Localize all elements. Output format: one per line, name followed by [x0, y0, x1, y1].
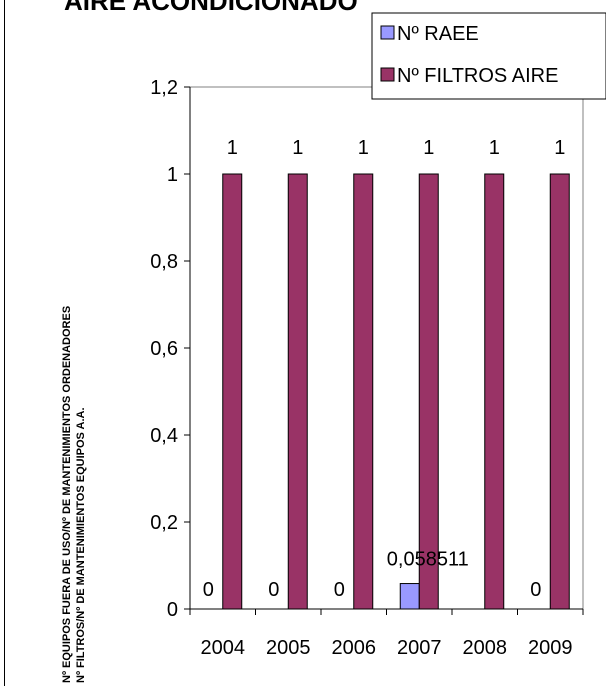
y-tick-label: 0,8: [150, 251, 178, 273]
legend-swatch-filtros: [380, 67, 395, 82]
bar: [399, 583, 420, 610]
frame-border: [4, 0, 5, 686]
y-tick-label: 1: [167, 164, 178, 186]
data-label: 1: [554, 137, 565, 159]
data-label: 1: [292, 137, 303, 159]
legend-label-filtros: Nº FILTROS AIRE: [397, 65, 558, 87]
y-tick-label: 0,6: [150, 338, 178, 360]
legend: Nº RAEE Nº FILTROS AIRE: [371, 12, 606, 100]
x-tick-label: 2006: [332, 637, 377, 659]
x-tick-label: 2008: [463, 637, 508, 659]
chart-title: AIRE ACONDICIONADO: [64, 0, 358, 16]
data-label: 0,058511: [387, 549, 469, 571]
plot-area: [189, 86, 584, 610]
data-label: 0: [530, 579, 541, 601]
data-label: 0: [334, 579, 345, 601]
y-axis-label: Nº EQUIPOS FUERA DE USO/Nº DE MANTENIMIE…: [61, 306, 87, 683]
x-tick-label: 2004: [201, 637, 246, 659]
y-tick-label: 0: [167, 599, 178, 621]
legend-box: [371, 12, 606, 100]
y-tick-label: 0,4: [150, 425, 178, 447]
data-label: 0: [203, 579, 214, 601]
data-label: 1: [227, 137, 238, 159]
bar: [549, 173, 570, 610]
bar: [222, 173, 243, 610]
y-axis-label-line-1: Nº EQUIPOS FUERA DE USO/Nº DE MANTENIMIE…: [61, 306, 73, 683]
bar: [484, 173, 505, 610]
x-tick-label: 2009: [528, 637, 573, 659]
bar: [418, 173, 439, 610]
data-label: 1: [358, 137, 369, 159]
x-tick-label: 2005: [266, 637, 311, 659]
data-label: 1: [489, 137, 500, 159]
data-label: 0: [268, 579, 279, 601]
legend-label-raee: Nº RAEE: [397, 23, 479, 45]
data-label: 1: [423, 137, 434, 159]
bar: [287, 173, 308, 610]
bar: [353, 173, 374, 610]
y-axis-label-line-2: Nº FILTROS/Nº DE MANTENIMIENTOS EQUIPOS …: [75, 407, 87, 683]
legend-swatch-raee: [380, 25, 395, 40]
y-tick-label: 1,2: [150, 77, 178, 99]
y-tick-label: 0,2: [150, 512, 178, 534]
x-tick-label: 2007: [397, 637, 442, 659]
